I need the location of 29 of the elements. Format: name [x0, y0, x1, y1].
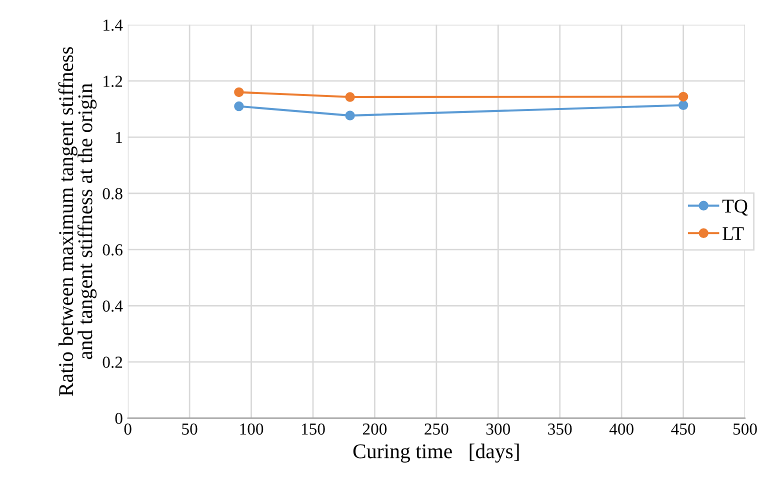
point [345, 92, 355, 102]
y-axis-title: Ratio between maximum tangent stiffness and tangent stiffness at the origin [58, 47, 97, 396]
x-tick-label: 450 [671, 423, 696, 435]
point [234, 87, 244, 98]
legend-label: TQ [722, 200, 748, 216]
x-tick-label: 250 [424, 423, 448, 435]
x-tick-label: 0 [124, 423, 132, 435]
point [234, 101, 244, 112]
y-tick-label: 0.4 [102, 300, 123, 312]
y-tick-label: 0.6 [102, 244, 122, 256]
point [345, 110, 355, 120]
y-tick-label: 1 [116, 132, 122, 143]
point [678, 100, 688, 110]
point [678, 92, 688, 102]
x-tick-label: 300 [486, 423, 510, 435]
y-tick-label: 1.4 [104, 20, 123, 31]
x-tick-label: 200 [362, 423, 387, 435]
x-tick-label: 500 [733, 423, 757, 435]
x-tick-label: 350 [548, 423, 572, 435]
legend-label: LT [722, 227, 744, 240]
y-tick-label: 1.2 [104, 76, 122, 88]
x-tick-label: 400 [609, 423, 634, 435]
y-tick-label: 0.2 [102, 356, 122, 368]
x-tick-label: 100 [240, 423, 264, 435]
x-tick-label: 50 [182, 423, 198, 435]
x-tick-label: 150 [302, 423, 325, 435]
y-tick-label: 0.8 [102, 188, 122, 200]
y-tick-label: 0 [115, 412, 122, 424]
x-axis-title: Curing time [days] [353, 444, 519, 463]
